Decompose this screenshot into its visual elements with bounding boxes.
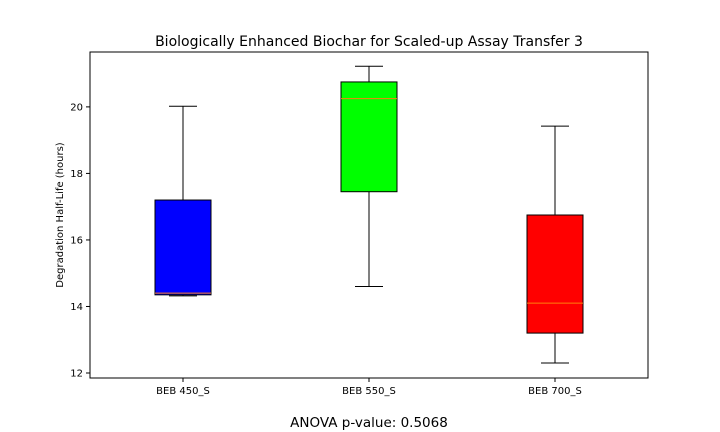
y-axis-ticks: 12 14 16 18 20 [70,102,90,380]
box-body [154,199,212,296]
box-2 [340,65,398,288]
anova-footnote: ANOVA p-value: 0.5068 [290,415,448,431]
y-tick-label: 16 [70,235,83,246]
y-tick-label: 12 [70,369,83,380]
box-1 [154,105,212,297]
x-axis-ticks: BEB 450_S BEB 550_S BEB 700_S [156,378,582,397]
y-tick-label: 20 [70,102,83,113]
x-tick-label: BEB 450_S [156,386,210,397]
x-tick-label: BEB 550_S [342,386,396,397]
y-tick-label: 14 [70,302,83,313]
y-tick-label: 18 [70,169,83,180]
box-3 [526,125,584,364]
chart-title: Biologically Enhanced Biochar for Scaled… [155,34,583,50]
y-axis-label: Degradation Half-Life (hours) [55,142,66,287]
box-body [340,81,398,193]
x-tick-label: BEB 700_S [528,386,582,397]
plot-area: 12 14 16 18 20 BEB 450_S BEB 550_S BEB 700_S [70,51,649,397]
box-body [526,214,584,334]
boxes-layer [154,65,584,364]
